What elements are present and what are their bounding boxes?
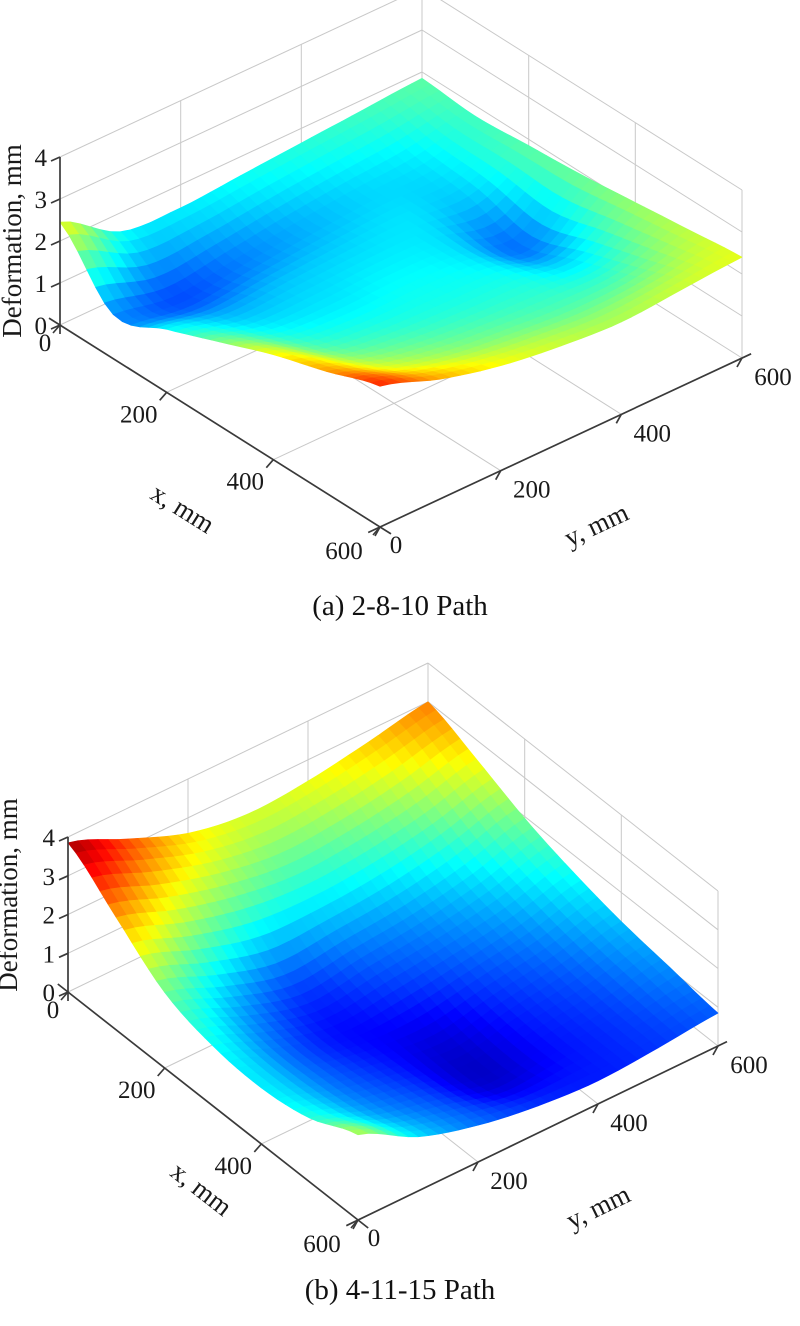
x-axis-tick (157, 1067, 166, 1077)
z-axis-tick (58, 913, 69, 920)
y-axis-tick (494, 470, 502, 481)
y-axis-tick (352, 1219, 359, 1230)
x-tick-label: 0 (47, 997, 60, 1024)
z-axis-title: Deformation, mm (0, 798, 23, 991)
x-tick-label: 200 (120, 401, 158, 428)
x-tick-label: 400 (227, 469, 265, 496)
wall-gridline-z (427, 662, 719, 892)
x-tick-label: 600 (325, 538, 363, 565)
z-tick-label: 1 (35, 271, 48, 298)
wall-gridline-z (440, 0, 743, 191)
y-tick-label: 600 (730, 1052, 768, 1079)
y-axis-tick (736, 357, 743, 368)
z-tick-label: 2 (35, 229, 48, 256)
z-axis-tick (50, 282, 61, 288)
z-tick-label: 1 (43, 941, 56, 968)
x-axis-tick (253, 1143, 262, 1153)
wall-gridline-z (59, 71, 423, 242)
wall-gridline-z (421, 29, 743, 233)
wall-gridline-z (59, 29, 423, 200)
y-axis-tick (592, 1103, 599, 1114)
y-tick-label: 200 (490, 1168, 528, 1195)
wall-gridline-z (427, 701, 719, 931)
y-axis-title: y, mm (561, 1179, 635, 1235)
wall-gridline-z (67, 662, 429, 838)
x-axis-title: x, mm (146, 477, 220, 539)
y-axis-tick (615, 413, 623, 424)
y-axis-tick (374, 526, 381, 537)
panel-caption-b: (b) 4-11-15 Path (304, 1274, 496, 1306)
wall-gridline-z (59, 0, 398, 158)
z-tick-label: 3 (35, 187, 48, 214)
y-tick-label: 600 (754, 364, 792, 391)
panel-caption-a: (a) 2-8-10 Path (312, 590, 488, 622)
y-axis-tick (472, 1161, 479, 1172)
z-tick-label: 0 (35, 313, 48, 340)
y-axis-line (367, 353, 752, 534)
x-tick-label: 0 (39, 330, 52, 357)
z-tick-label: 3 (43, 864, 56, 891)
y-tick-label: 0 (368, 1225, 381, 1252)
y-axis-tick (712, 1045, 719, 1056)
z-tick-label: 4 (43, 825, 56, 852)
surface-patch (370, 380, 391, 387)
y-tick-label: 0 (390, 532, 403, 559)
z-axis-tick (58, 836, 69, 842)
z-axis-tick (50, 198, 61, 204)
x-tick-label: 200 (118, 1077, 156, 1104)
x-axis-line (48, 317, 392, 535)
z-axis-tick (58, 952, 69, 959)
z-axis-tick (50, 324, 61, 330)
z-axis-tick (58, 875, 69, 881)
z-tick-label: 4 (35, 145, 48, 172)
z-axis-tick (50, 240, 61, 246)
y-tick-label: 400 (610, 1110, 648, 1137)
z-tick-label: 2 (43, 903, 56, 930)
surface-plot-a: 0 200 400 600 0 200 400 600 0 1 2 3 4 x, mm y, mm Defor… (0, 0, 792, 565)
y-tick-label: 200 (513, 477, 551, 504)
surface-mesh (59, 77, 743, 387)
x-tick-label: 600 (303, 1231, 341, 1258)
x-axis-tick (265, 459, 274, 469)
surface-mesh (67, 701, 719, 1138)
z-axis-tick (50, 156, 61, 162)
surface-patch (349, 1129, 369, 1136)
y-axis-title: y, mm (559, 497, 633, 553)
z-axis-tick (58, 991, 69, 997)
x-axis-line (57, 983, 369, 1229)
z-axis-title: Deformation, mm (0, 144, 27, 337)
x-tick-label: 400 (215, 1153, 253, 1180)
y-axis-line (345, 1040, 728, 1227)
y-tick-label: 400 (634, 420, 672, 447)
z-tick-label: 0 (43, 980, 56, 1007)
x-axis-tick (159, 391, 168, 401)
